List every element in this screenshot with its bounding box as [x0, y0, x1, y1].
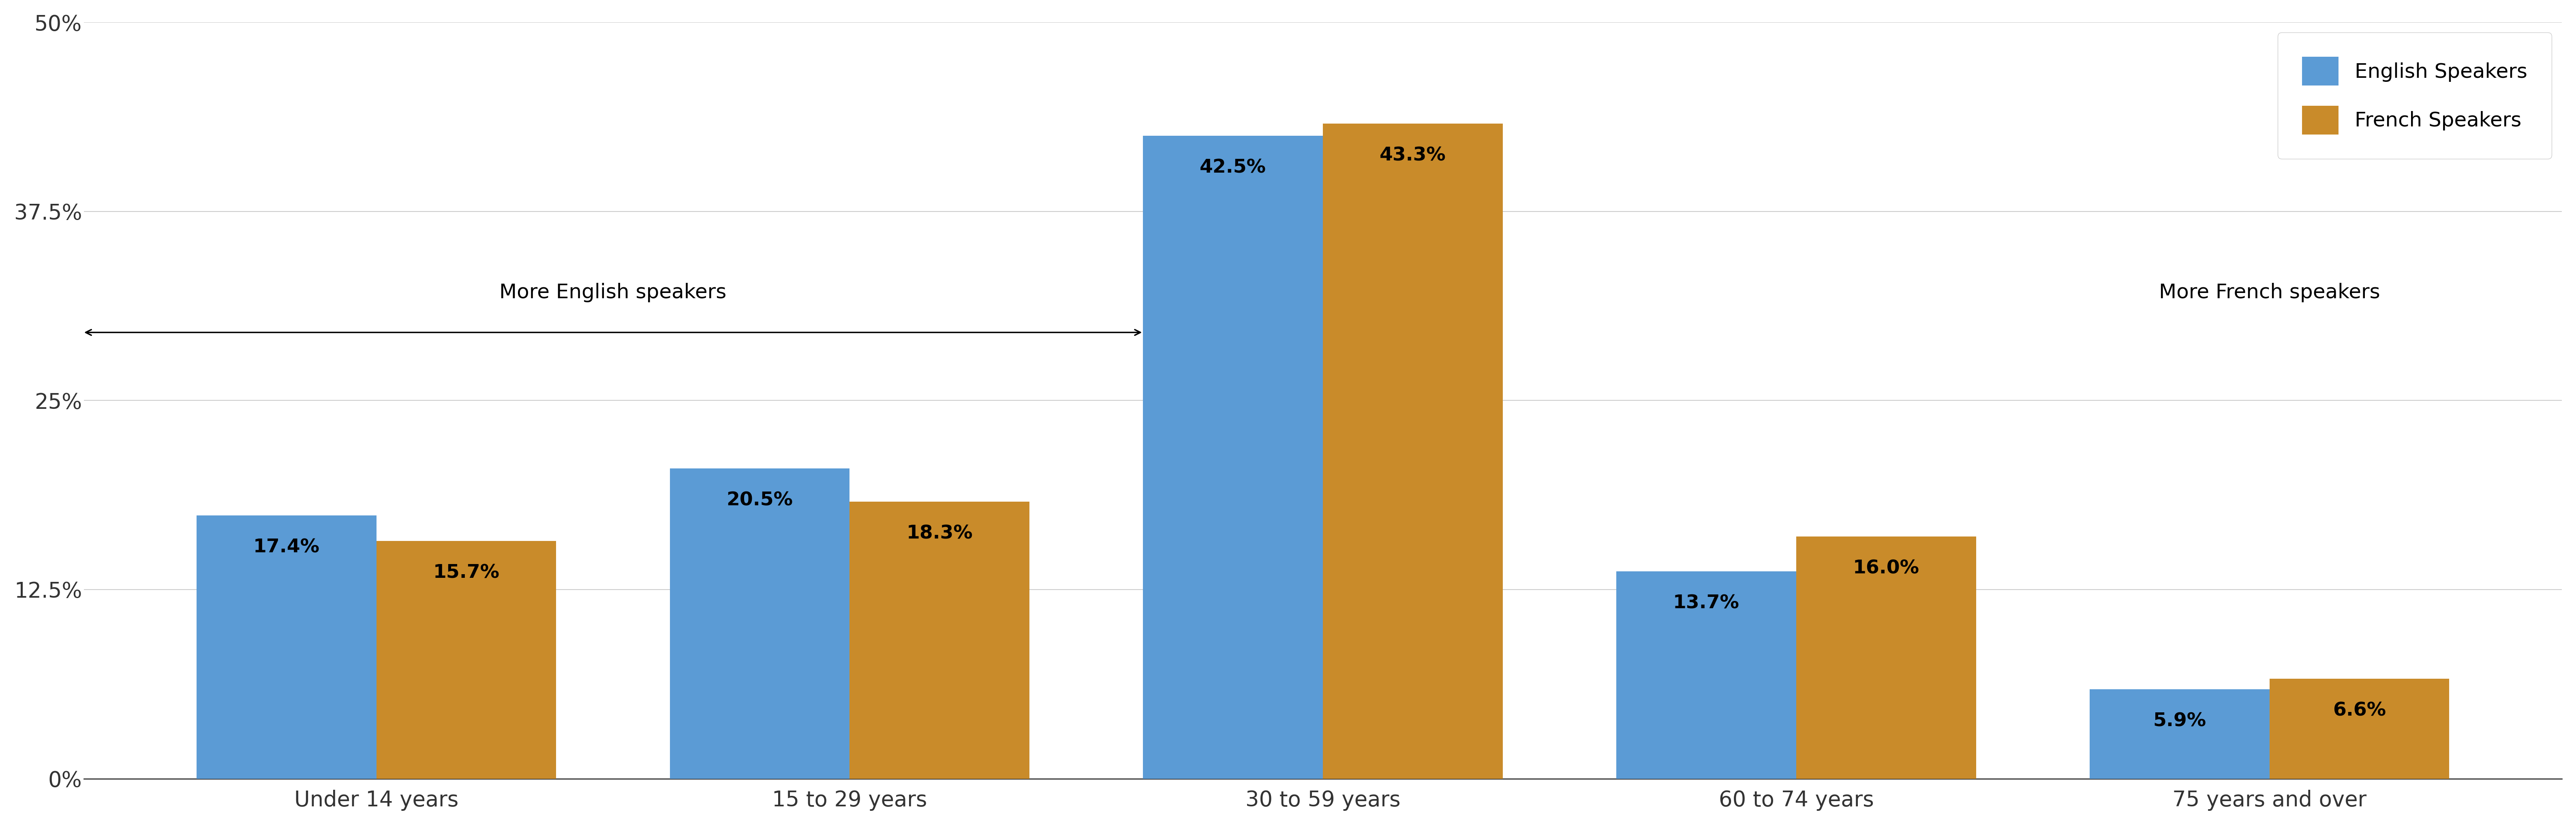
- Bar: [1615, 572, 1795, 779]
- Text: 18.3%: 18.3%: [907, 525, 974, 543]
- Legend: English Speakers, French Speakers: English Speakers, French Speakers: [2277, 32, 2553, 158]
- Text: 5.9%: 5.9%: [2154, 712, 2205, 730]
- Text: 42.5%: 42.5%: [1200, 158, 1267, 177]
- Text: 20.5%: 20.5%: [726, 491, 793, 510]
- Text: More English speakers: More English speakers: [500, 283, 726, 302]
- Bar: [1795, 536, 1976, 779]
- Bar: [1144, 136, 1324, 779]
- Bar: [376, 541, 556, 779]
- Bar: [1324, 124, 1502, 779]
- Text: More French speakers: More French speakers: [2159, 283, 2380, 302]
- Bar: [196, 516, 376, 779]
- Bar: [670, 469, 850, 779]
- Text: 6.6%: 6.6%: [2334, 701, 2385, 719]
- Bar: [2269, 679, 2450, 779]
- Text: 15.7%: 15.7%: [433, 563, 500, 582]
- Text: 17.4%: 17.4%: [252, 538, 319, 556]
- Bar: [850, 502, 1030, 779]
- Bar: [2089, 690, 2269, 779]
- Text: 13.7%: 13.7%: [1672, 594, 1739, 612]
- Text: 16.0%: 16.0%: [1852, 559, 1919, 578]
- Text: 43.3%: 43.3%: [1381, 146, 1445, 165]
